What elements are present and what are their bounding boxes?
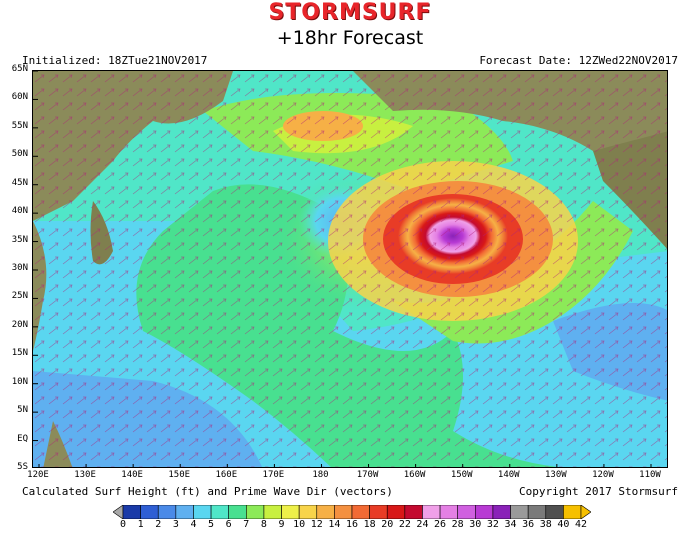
scale-value-label: 22: [398, 519, 411, 530]
lon-label: 150W: [450, 470, 473, 480]
scale-value-label: 28: [451, 519, 464, 530]
scale-value-label: 16: [345, 519, 359, 530]
scale-value-label: 12: [310, 519, 323, 530]
scale-swatch: [210, 505, 229, 519]
lon-label: 110W: [639, 470, 661, 480]
scale-value-label: 8: [260, 519, 267, 530]
scale-value-label: 1: [137, 519, 144, 530]
scale-value-label: 7: [243, 519, 250, 530]
scale-arrow-low: [113, 505, 124, 519]
scale-swatch: [298, 505, 318, 519]
forecast-date-label: Forecast Date: 12ZWed22NOV2017: [479, 54, 678, 67]
scale-swatch: [439, 505, 458, 519]
scale-swatch: [246, 505, 265, 519]
scale-swatch: [510, 505, 529, 519]
lat-label: 15N: [11, 348, 28, 359]
lat-label: 55N: [11, 120, 28, 131]
scale-value-label: 24: [416, 519, 429, 530]
lat-label: 25N: [11, 291, 28, 302]
scale-value-label: 42: [574, 519, 588, 530]
lat-label: 45N: [11, 177, 28, 188]
lat-label: 65N: [11, 64, 28, 74]
scale-value-label: 26: [434, 519, 447, 530]
scale-swatch: [122, 505, 141, 519]
scale-swatch: [157, 505, 177, 519]
scale-value-label: 6: [225, 519, 232, 530]
scale-swatch: [334, 505, 353, 519]
surf-height-map: [32, 70, 668, 468]
scale-value-label: 2: [155, 519, 162, 530]
lon-label: 160E: [215, 470, 238, 480]
color-scale-bar: [113, 505, 591, 519]
scale-swatch: [263, 505, 282, 519]
lat-label: EQ: [17, 433, 28, 444]
scale-swatch: [422, 505, 441, 519]
scale-value-label: 14: [328, 519, 341, 530]
lon-label: 170W: [356, 470, 379, 480]
map-caption: Calculated Surf Height (ft) and Prime Wa…: [22, 485, 393, 498]
scale-swatch: [175, 505, 194, 519]
scale-swatch: [228, 505, 247, 519]
lon-label: 140E: [121, 470, 143, 480]
scale-swatch: [404, 505, 423, 519]
scale-swatch: [351, 505, 370, 519]
lat-label: 5N: [17, 405, 28, 416]
scale-value-label: 9: [278, 519, 285, 530]
scale-swatch: [545, 505, 564, 519]
lat-label: 40N: [11, 206, 28, 217]
scale-value-label: 5: [208, 519, 215, 530]
scale-value-label: 20: [381, 519, 394, 530]
scale-swatch: [193, 505, 212, 519]
lat-label: 30N: [11, 263, 28, 273]
scale-value-label: 38: [539, 519, 552, 530]
lon-label: 130W: [545, 470, 567, 480]
scale-swatch: [475, 505, 494, 519]
lon-label: 150E: [168, 470, 191, 480]
initialized-label: Initialized: 18ZTue21NOV2017: [22, 54, 208, 67]
scale-value-label: 40: [557, 519, 570, 530]
lon-label: 120E: [27, 470, 49, 480]
scale-swatch: [563, 505, 582, 519]
scale-arrow-high: [580, 505, 591, 519]
scale-value-label: 4: [190, 519, 197, 530]
scale-swatch: [281, 505, 300, 519]
lat-label: 35N: [11, 234, 28, 245]
lon-label: 120W: [592, 470, 614, 480]
lat-label: 20N: [11, 319, 28, 330]
stormsurf-logo: STORMSURF: [268, 0, 432, 25]
scale-swatch: [527, 505, 547, 519]
lat-label: 10N: [11, 376, 28, 387]
scale-value-label: 32: [486, 519, 499, 530]
forecast-title: +18hr Forecast: [276, 27, 424, 49]
scale-value-label: 36: [522, 519, 535, 530]
scale-swatch: [369, 505, 388, 519]
scale-swatch: [492, 505, 511, 519]
lat-label: 50N: [11, 149, 28, 160]
lat-label: 60N: [11, 92, 28, 103]
scale-swatch: [316, 505, 335, 519]
scale-value-label: 0: [119, 519, 127, 530]
graticule-ticks: [33, 71, 652, 467]
scale-swatch: [457, 505, 476, 519]
scale-swatch: [140, 505, 159, 519]
lon-label: 130E: [74, 470, 96, 480]
scale-value-label: 18: [363, 519, 376, 530]
scale-value-label: 30: [469, 519, 482, 530]
scale-value-label: 3: [172, 519, 179, 530]
scale-swatch: [386, 505, 406, 519]
scale-value-label: 34: [504, 519, 517, 530]
map-canvas: [33, 71, 667, 467]
lon-label: 140W: [497, 470, 520, 480]
copyright-label: Copyright 2017 Stormsurf: [519, 485, 678, 498]
lon-label: 180: [312, 470, 329, 480]
lon-label: 170E: [262, 470, 285, 480]
scale-value-label: 10: [293, 519, 306, 530]
lon-label: 160W: [403, 470, 426, 480]
wave-direction-vectors: [33, 71, 667, 467]
lat-label: 5S: [17, 462, 28, 472]
